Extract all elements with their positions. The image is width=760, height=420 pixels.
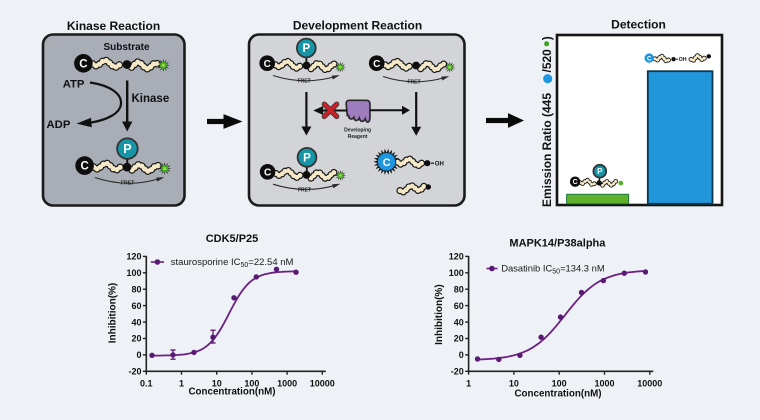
- svg-text:100: 100: [552, 379, 567, 389]
- svg-text:0.1: 0.1: [140, 379, 153, 389]
- svg-text:20: 20: [454, 334, 464, 344]
- svg-text:P: P: [303, 152, 311, 164]
- svg-text:ADP: ADP: [47, 119, 71, 131]
- svg-text:0: 0: [459, 350, 464, 360]
- svg-text:FRET: FRET: [298, 188, 311, 194]
- svg-text:120: 120: [126, 252, 141, 262]
- svg-text:C: C: [79, 58, 87, 70]
- svg-text:80: 80: [454, 284, 464, 294]
- svg-text:MAPK14/P38alpha: MAPK14/P38alpha: [509, 237, 606, 249]
- svg-text:CDK5/P25: CDK5/P25: [206, 233, 259, 245]
- svg-text:1000: 1000: [277, 379, 297, 389]
- svg-text:C: C: [383, 157, 391, 169]
- svg-text:C: C: [264, 167, 271, 178]
- svg-text:Inhibition(%): Inhibition(%): [434, 284, 445, 345]
- svg-text:-20: -20: [451, 367, 464, 377]
- svg-text:100: 100: [126, 268, 141, 278]
- svg-text:P: P: [123, 142, 131, 156]
- svg-text:0: 0: [136, 350, 141, 360]
- svg-text:C: C: [373, 59, 380, 70]
- svg-text:60: 60: [454, 301, 464, 311]
- svg-text:100: 100: [449, 268, 464, 278]
- svg-text:-20: -20: [128, 367, 141, 377]
- svg-text:20: 20: [131, 334, 141, 344]
- svg-text:10000: 10000: [310, 379, 335, 389]
- svg-text:Substrate: Substrate: [103, 42, 150, 53]
- svg-text:Developing: Developing: [344, 128, 371, 134]
- svg-text:40: 40: [131, 317, 141, 327]
- svg-text:): ): [540, 36, 554, 40]
- svg-text:Inhibition(%): Inhibition(%): [108, 283, 119, 344]
- svg-text:80: 80: [131, 284, 141, 294]
- svg-text:C: C: [647, 56, 652, 62]
- svg-text:C: C: [80, 161, 88, 173]
- svg-text:/520: /520: [540, 49, 554, 73]
- svg-text:Concentration(nM): Concentration(nM): [188, 387, 275, 398]
- svg-text:OH: OH: [435, 161, 444, 167]
- svg-text:P: P: [597, 167, 603, 176]
- svg-text:Reagent: Reagent: [348, 134, 368, 140]
- svg-text:Emission Ratio (445: Emission Ratio (445: [540, 93, 554, 207]
- svg-text:Kinase: Kinase: [132, 93, 170, 105]
- svg-text:FRET: FRET: [298, 79, 311, 85]
- svg-text:1: 1: [466, 379, 471, 389]
- svg-text:C: C: [264, 59, 271, 70]
- svg-text:Kinase Reaction: Kinase Reaction: [67, 19, 160, 33]
- svg-text:10: 10: [509, 379, 519, 389]
- svg-text:C: C: [573, 179, 578, 186]
- svg-text:1000: 1000: [594, 379, 614, 389]
- svg-text:ATP: ATP: [63, 79, 85, 91]
- svg-text:Detection: Detection: [611, 18, 666, 32]
- svg-text:FRET: FRET: [407, 80, 420, 86]
- svg-text:OH: OH: [679, 57, 687, 63]
- svg-text:Development Reaction: Development Reaction: [293, 19, 422, 33]
- svg-text:10000: 10000: [637, 379, 662, 389]
- svg-text:P: P: [302, 43, 310, 55]
- svg-text:1: 1: [179, 379, 184, 389]
- svg-text:40: 40: [454, 317, 464, 327]
- svg-text:FRET: FRET: [121, 181, 135, 187]
- svg-text:60: 60: [131, 301, 141, 311]
- svg-text:120: 120: [449, 252, 464, 262]
- svg-text:Concentration(nM): Concentration(nM): [514, 389, 601, 400]
